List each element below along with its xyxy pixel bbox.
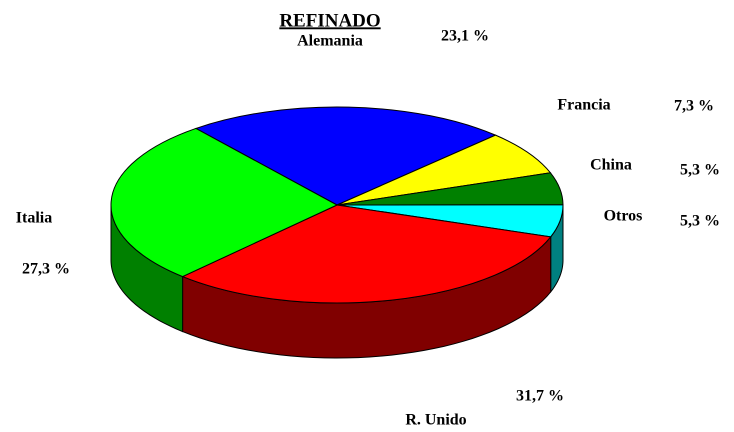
chart-title: REFINADO xyxy=(279,10,380,31)
slice-name: China xyxy=(590,157,632,174)
slice xyxy=(194,106,497,206)
slice-name: R. Unido xyxy=(405,412,466,429)
slice-name: Otros xyxy=(604,208,643,225)
slice-name: Alemania xyxy=(297,33,363,50)
slice-value-label: 5,3 % xyxy=(680,213,720,230)
slice-value-label: 31,7 % xyxy=(516,388,564,405)
slice xyxy=(336,134,552,206)
slice-value-label: 7,3 % xyxy=(674,98,714,115)
slice-value-label: 23,1 % xyxy=(441,28,489,45)
slice-name: Italia xyxy=(16,210,52,227)
slice xyxy=(181,204,552,304)
slice-value-label: 5,3 % xyxy=(680,162,720,179)
slice-name: Francia xyxy=(557,97,610,114)
slice-value-label: 27,3 % xyxy=(22,261,70,278)
slice xyxy=(110,127,339,278)
